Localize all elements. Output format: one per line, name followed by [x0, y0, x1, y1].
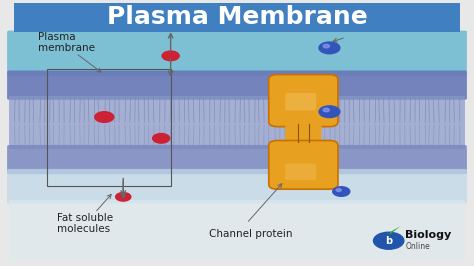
Text: Channel protein: Channel protein [209, 229, 292, 239]
Circle shape [374, 232, 404, 249]
Bar [9, 96, 465, 149]
Circle shape [95, 112, 114, 122]
FancyBboxPatch shape [7, 145, 467, 174]
Circle shape [319, 42, 340, 54]
Bar [47, 69, 171, 186]
Polygon shape [389, 226, 401, 235]
Text: Plasma Membrane: Plasma Membrane [107, 5, 367, 29]
FancyBboxPatch shape [285, 164, 316, 180]
Circle shape [162, 51, 179, 61]
FancyBboxPatch shape [285, 122, 321, 144]
Text: molecules: molecules [308, 22, 361, 32]
FancyBboxPatch shape [7, 169, 467, 203]
Circle shape [333, 187, 350, 196]
Bar [14, 3, 460, 32]
FancyBboxPatch shape [269, 140, 338, 189]
Circle shape [153, 134, 170, 143]
Circle shape [116, 193, 131, 201]
Bar [9, 200, 465, 261]
Circle shape [319, 106, 340, 118]
FancyBboxPatch shape [269, 74, 338, 127]
FancyBboxPatch shape [7, 31, 467, 76]
Text: b: b [385, 236, 392, 246]
FancyBboxPatch shape [7, 70, 467, 100]
Circle shape [336, 189, 341, 192]
Text: Plasma
membrane: Plasma membrane [38, 32, 95, 53]
FancyBboxPatch shape [285, 93, 316, 110]
Text: Fat soluble
molecules: Fat soluble molecules [57, 213, 113, 234]
Text: Online: Online [405, 242, 430, 251]
Circle shape [323, 44, 329, 48]
Text: Biology: Biology [405, 230, 452, 240]
Circle shape [323, 108, 329, 112]
